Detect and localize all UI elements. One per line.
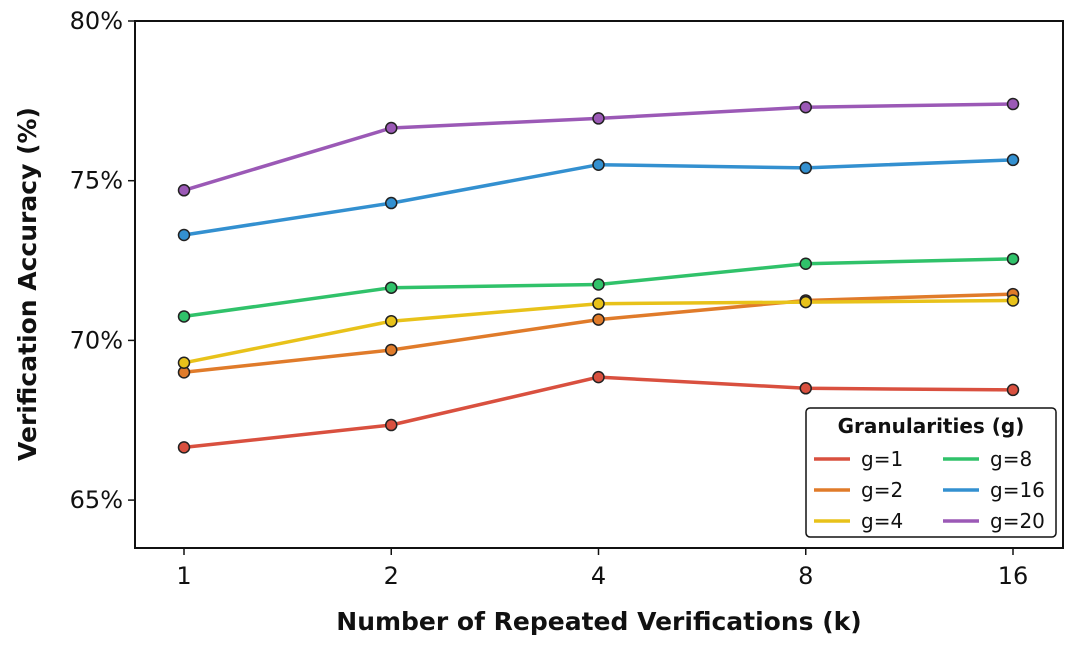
legend-box: [805, 407, 1057, 538]
data-point-g-8: [177, 310, 191, 323]
data-point-g-16: [385, 196, 398, 210]
x-tick-label: 8: [798, 562, 813, 590]
data-point-g-16: [592, 158, 605, 171]
data-point-g-4: [592, 297, 605, 310]
legend-label: g=2: [861, 478, 903, 502]
legend: Granularities (g) g=1 g=2 g=4 g=8 g=16 g=20: [805, 407, 1057, 538]
data-point-g-1: [592, 370, 605, 384]
data-point-g-8: [385, 281, 398, 294]
x-tick-label: 1: [176, 562, 191, 590]
data-point-g-2: [592, 313, 605, 326]
legend-label: g=20: [990, 509, 1045, 533]
data-point-g-4: [385, 314, 398, 328]
plot-frame: [134, 20, 1064, 549]
data-point-g-20: [799, 100, 812, 114]
data-point-g-16: [177, 228, 191, 242]
series-points: [177, 97, 1020, 454]
y-tick-label: 65%: [70, 486, 123, 514]
legend-label: g=16: [990, 478, 1045, 502]
data-point-g-4: [799, 295, 812, 309]
x-tick-label: 4: [591, 562, 606, 590]
y-tick-label: 80%: [70, 7, 123, 35]
data-point-g-4: [1006, 294, 1020, 307]
data-point-g-1: [799, 382, 812, 395]
legend-entries: g=1 g=2 g=4 g=8 g=16 g=20: [814, 447, 1045, 533]
data-point-g-20: [1006, 97, 1020, 111]
x-axis-title: Number of Repeated Verifications (k): [336, 607, 861, 636]
y-axis-title: Verification Accuracy (%): [13, 107, 42, 461]
data-point-g-20: [592, 112, 605, 125]
y-axis-ticks: 65% 70% 75% 80%: [70, 7, 135, 514]
x-tick-label: 2: [384, 562, 399, 590]
data-point-g-8: [1006, 252, 1020, 266]
x-axis-ticks: 1 2 4 8 16: [176, 548, 1028, 590]
data-point-g-1: [1006, 383, 1020, 397]
data-point-g-8: [592, 278, 605, 291]
data-point-g-4: [177, 356, 191, 370]
legend-title: Granularities (g): [838, 414, 1025, 438]
data-point-g-1: [385, 418, 398, 432]
x-tick-label: 16: [998, 562, 1029, 590]
data-point-g-2: [385, 343, 398, 357]
data-point-g-20: [177, 184, 191, 197]
legend-label: g=8: [990, 447, 1032, 471]
y-tick-label: 75%: [70, 167, 123, 195]
legend-label: g=1: [861, 447, 903, 471]
series-lines: [182, 102, 1015, 450]
data-point-g-1: [177, 441, 191, 454]
data-point-g-8: [799, 257, 812, 270]
legend-label: g=4: [861, 509, 903, 533]
data-point-g-20: [385, 121, 398, 135]
y-tick-label: 70%: [70, 326, 123, 354]
series-line-g-16: [182, 158, 1015, 237]
data-point-g-16: [1006, 153, 1020, 167]
data-point-g-16: [799, 161, 812, 175]
